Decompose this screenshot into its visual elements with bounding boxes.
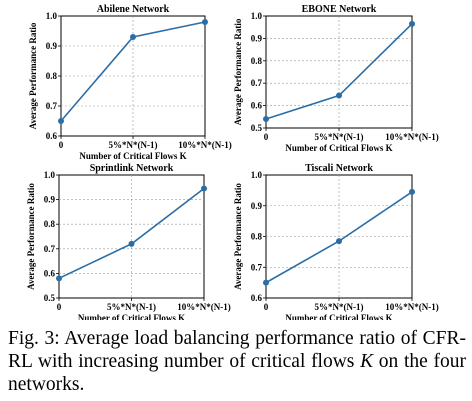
caption-text-2: on the four networks. [8, 351, 466, 395]
x-tick-label: 10%*N*(N-1) [385, 302, 439, 312]
x-tick-label: 10%*N*(N-1) [178, 140, 232, 150]
data-point [202, 19, 208, 25]
x-tick-label: 0 [57, 302, 62, 312]
x-axis-label: Number of Critical Flows K [285, 313, 392, 320]
x-tick-label: 5%*N*(N-1) [109, 140, 158, 150]
panel-title: Tiscali Network [305, 163, 373, 174]
x-tick-label: 5%*N*(N-1) [107, 302, 156, 312]
y-tick-label: 0.7 [44, 244, 56, 254]
x-tick-label: 0 [264, 132, 269, 142]
y-tick-label: 1.0 [44, 170, 56, 180]
data-point [336, 92, 342, 99]
y-tick-label: 0.9 [46, 41, 58, 51]
x-axis-label: Number of Critical Flows K [285, 143, 392, 153]
data-point [263, 279, 269, 286]
x-tick-label: 0 [59, 140, 64, 150]
x-tick-label: 5%*N*(N-1) [315, 302, 364, 312]
data-point [56, 275, 62, 282]
caption-text-1: Fig. 3: Average load balancing performan… [8, 328, 466, 372]
x-tick-label: 5%*N*(N-1) [315, 132, 364, 142]
data-point [336, 238, 342, 245]
y-tick-label: 1.0 [251, 170, 263, 180]
y-axis-label: Average Performance Ratio [28, 22, 38, 129]
data-point [409, 20, 415, 27]
y-tick-label: 1.0 [251, 11, 263, 21]
x-tick-label: 10%*N*(N-1) [385, 132, 439, 142]
y-tick-label: 0.5 [251, 123, 263, 133]
chart-panel-1: 0.6 0.7 0.8 0.9 1.0 0 5%*N*(N-1) 10%*N*(N-1) Abi… [28, 4, 232, 161]
y-tick-label: 0.8 [46, 71, 58, 81]
data-point [58, 118, 64, 124]
y-tick-label: 0.7 [251, 78, 263, 88]
y-axis-label: Average Performance Ratio [233, 18, 243, 125]
y-tick-label: 0.8 [251, 56, 263, 66]
y-tick-label: 0.6 [251, 293, 263, 303]
y-axis-label: Average Performance Ratio [233, 183, 243, 290]
chart-panel-4: 0.6 0.7 0.8 0.9 1.0 0 5%*N*(N-1) 10%*N*(N-1) Tis… [233, 163, 439, 320]
y-tick-label: 0.8 [251, 232, 263, 242]
x-tick-label: 0 [264, 302, 269, 312]
figure-caption: Fig. 3: Average load balancing performan… [8, 327, 466, 396]
y-tick-label: 0.6 [251, 101, 263, 111]
panel-title: Abilene Network [97, 4, 170, 15]
panel-title: EBONE Network [302, 4, 377, 15]
y-tick-label: 0.7 [251, 262, 263, 272]
y-tick-label: 0.6 [46, 131, 58, 141]
data-point [128, 240, 135, 247]
chart-panel-3: 0.5 0.6 0.7 0.8 0.9 1.0 0 5%*N*(N-1) 10%*N*(N-1)… [26, 163, 231, 320]
data-point [130, 34, 136, 40]
data-point [409, 188, 415, 195]
caption-k-symbol: K [360, 351, 374, 372]
x-tick-label: 10%*N*(N-1) [177, 302, 231, 312]
x-axis-label: Number of Critical Flows K [79, 151, 186, 161]
y-tick-label: 0.9 [44, 195, 56, 205]
data-point [201, 185, 207, 192]
data-point [263, 116, 269, 123]
y-tick-label: 0.9 [251, 201, 263, 211]
y-tick-label: 0.8 [44, 219, 56, 229]
y-tick-label: 1.0 [46, 11, 58, 21]
figure-grid: 0.6 0.7 0.8 0.9 1.0 0 5%*N*(N-1) 10%*N*(N-1) Abi… [26, 4, 439, 320]
panel-title: Sprintlink Network [90, 163, 174, 174]
y-tick-label: 0.5 [44, 293, 56, 303]
y-tick-label: 0.9 [251, 33, 263, 43]
chart-panel-2: 0.5 0.6 0.7 0.8 0.9 1.0 0 5%*N*(N-1) 10%*N*(N-1)… [233, 4, 439, 153]
y-tick-label: 0.6 [44, 268, 56, 278]
x-axis-label: Number of Critical Flows K [78, 313, 185, 320]
y-axis-label: Average Performance Ratio [26, 183, 36, 290]
y-tick-label: 0.7 [46, 101, 58, 111]
